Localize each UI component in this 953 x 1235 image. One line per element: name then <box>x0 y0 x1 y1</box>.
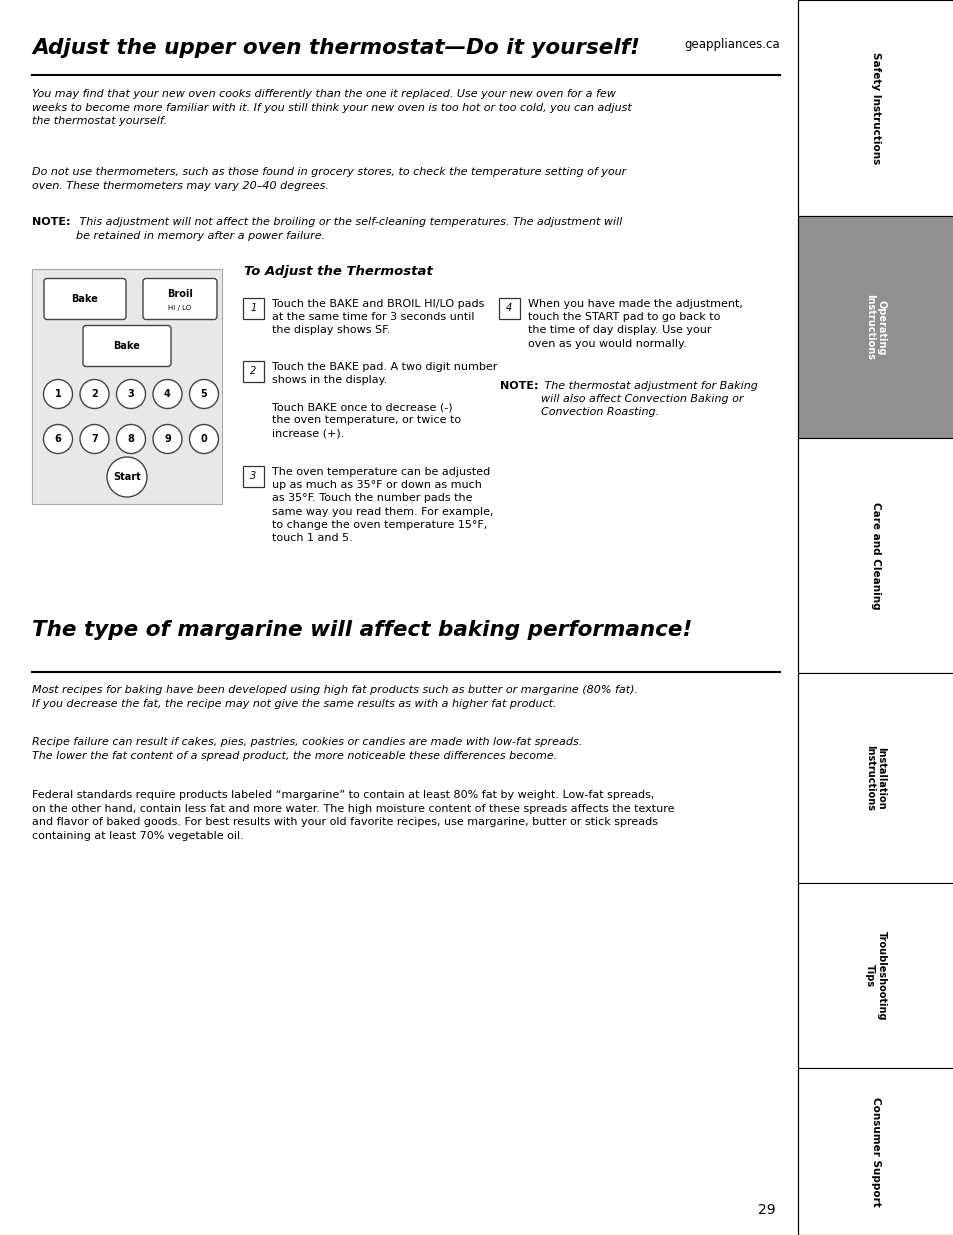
Text: Bake: Bake <box>71 294 98 304</box>
Text: 4: 4 <box>506 304 512 314</box>
Text: Installation
Instructions: Installation Instructions <box>864 745 885 811</box>
FancyBboxPatch shape <box>797 1068 953 1235</box>
Text: Troubleshooting
Tips: Troubleshooting Tips <box>864 931 885 1020</box>
Text: geappliances.ca: geappliances.ca <box>683 38 779 51</box>
Text: To Adjust the Thermostat: To Adjust the Thermostat <box>244 266 433 278</box>
FancyBboxPatch shape <box>797 673 953 883</box>
FancyBboxPatch shape <box>797 438 953 673</box>
FancyBboxPatch shape <box>44 279 126 320</box>
Text: 6: 6 <box>54 433 61 445</box>
Circle shape <box>116 425 146 453</box>
Circle shape <box>152 425 182 453</box>
FancyBboxPatch shape <box>83 326 171 367</box>
Text: Care and Cleaning: Care and Cleaning <box>870 501 880 610</box>
Text: Bake: Bake <box>113 341 140 351</box>
Circle shape <box>152 379 182 409</box>
FancyBboxPatch shape <box>243 298 263 319</box>
Text: Touch the BAKE and BROIL HI/LO pads
at the same time for 3 seconds until
the dis: Touch the BAKE and BROIL HI/LO pads at t… <box>272 299 483 336</box>
FancyBboxPatch shape <box>243 361 263 382</box>
Text: 1: 1 <box>250 304 256 314</box>
Text: 8: 8 <box>128 433 134 445</box>
FancyBboxPatch shape <box>143 279 216 320</box>
Text: Adjust the upper oven thermostat—Do it yourself!: Adjust the upper oven thermostat—Do it y… <box>32 38 639 58</box>
Text: HI / LO: HI / LO <box>169 305 192 310</box>
Circle shape <box>116 379 146 409</box>
Text: Touch the BAKE pad. A two digit number
shows in the display.: Touch the BAKE pad. A two digit number s… <box>272 362 497 385</box>
Text: 5: 5 <box>200 389 207 399</box>
Text: This adjustment will not affect the broiling or the self-cleaning temperatures. : This adjustment will not affect the broi… <box>76 217 621 241</box>
Text: 0: 0 <box>200 433 207 445</box>
Circle shape <box>190 425 218 453</box>
FancyBboxPatch shape <box>243 466 263 487</box>
FancyBboxPatch shape <box>797 216 953 438</box>
Text: 2: 2 <box>91 389 98 399</box>
Text: Touch BAKE once to decrease (-)
the oven temperature, or twice to
increase (+).: Touch BAKE once to decrease (-) the oven… <box>272 403 460 438</box>
Text: 2: 2 <box>250 367 256 377</box>
Text: The oven temperature can be adjusted
up as much as 35°F or down as much
as 35°F.: The oven temperature can be adjusted up … <box>272 467 493 543</box>
FancyBboxPatch shape <box>498 298 519 319</box>
Text: Recipe failure can result if cakes, pies, pastries, cookies or candies are made : Recipe failure can result if cakes, pies… <box>32 737 581 761</box>
FancyBboxPatch shape <box>32 269 222 504</box>
FancyBboxPatch shape <box>797 0 953 216</box>
Text: Operating
Instructions: Operating Instructions <box>864 294 885 361</box>
Circle shape <box>80 379 109 409</box>
Text: Start: Start <box>113 472 141 482</box>
Text: 9: 9 <box>164 433 171 445</box>
Text: Most recipes for baking have been developed using high fat products such as butt: Most recipes for baking have been develo… <box>32 685 638 709</box>
Text: NOTE:: NOTE: <box>32 217 71 227</box>
Circle shape <box>80 425 109 453</box>
Text: The type of margarine will affect baking performance!: The type of margarine will affect baking… <box>32 620 692 640</box>
Text: The thermostat adjustment for Baking
will also affect Convection Baking or
Conve: The thermostat adjustment for Baking wil… <box>540 382 757 417</box>
Text: 3: 3 <box>128 389 134 399</box>
Circle shape <box>107 457 147 496</box>
Text: When you have made the adjustment,
touch the START pad to go back to
the time of: When you have made the adjustment, touch… <box>527 299 741 348</box>
Text: NOTE:: NOTE: <box>499 382 537 391</box>
Text: Federal standards require products labeled “margarine” to contain at least 80% f: Federal standards require products label… <box>32 790 674 841</box>
Text: 3: 3 <box>250 472 256 482</box>
Text: You may find that your new oven cooks differently than the one it replaced. Use : You may find that your new oven cooks di… <box>32 89 631 126</box>
Circle shape <box>190 379 218 409</box>
Text: 29: 29 <box>757 1203 775 1216</box>
Text: Safety Instructions: Safety Instructions <box>870 52 880 164</box>
Text: Broil: Broil <box>167 289 193 299</box>
Circle shape <box>44 425 72 453</box>
Circle shape <box>44 379 72 409</box>
FancyBboxPatch shape <box>797 883 953 1068</box>
Text: Do not use thermometers, such as those found in grocery stores, to check the tem: Do not use thermometers, such as those f… <box>32 167 625 190</box>
Text: 1: 1 <box>54 389 61 399</box>
Text: Consumer Support: Consumer Support <box>870 1097 880 1207</box>
Text: 7: 7 <box>91 433 98 445</box>
Text: 4: 4 <box>164 389 171 399</box>
